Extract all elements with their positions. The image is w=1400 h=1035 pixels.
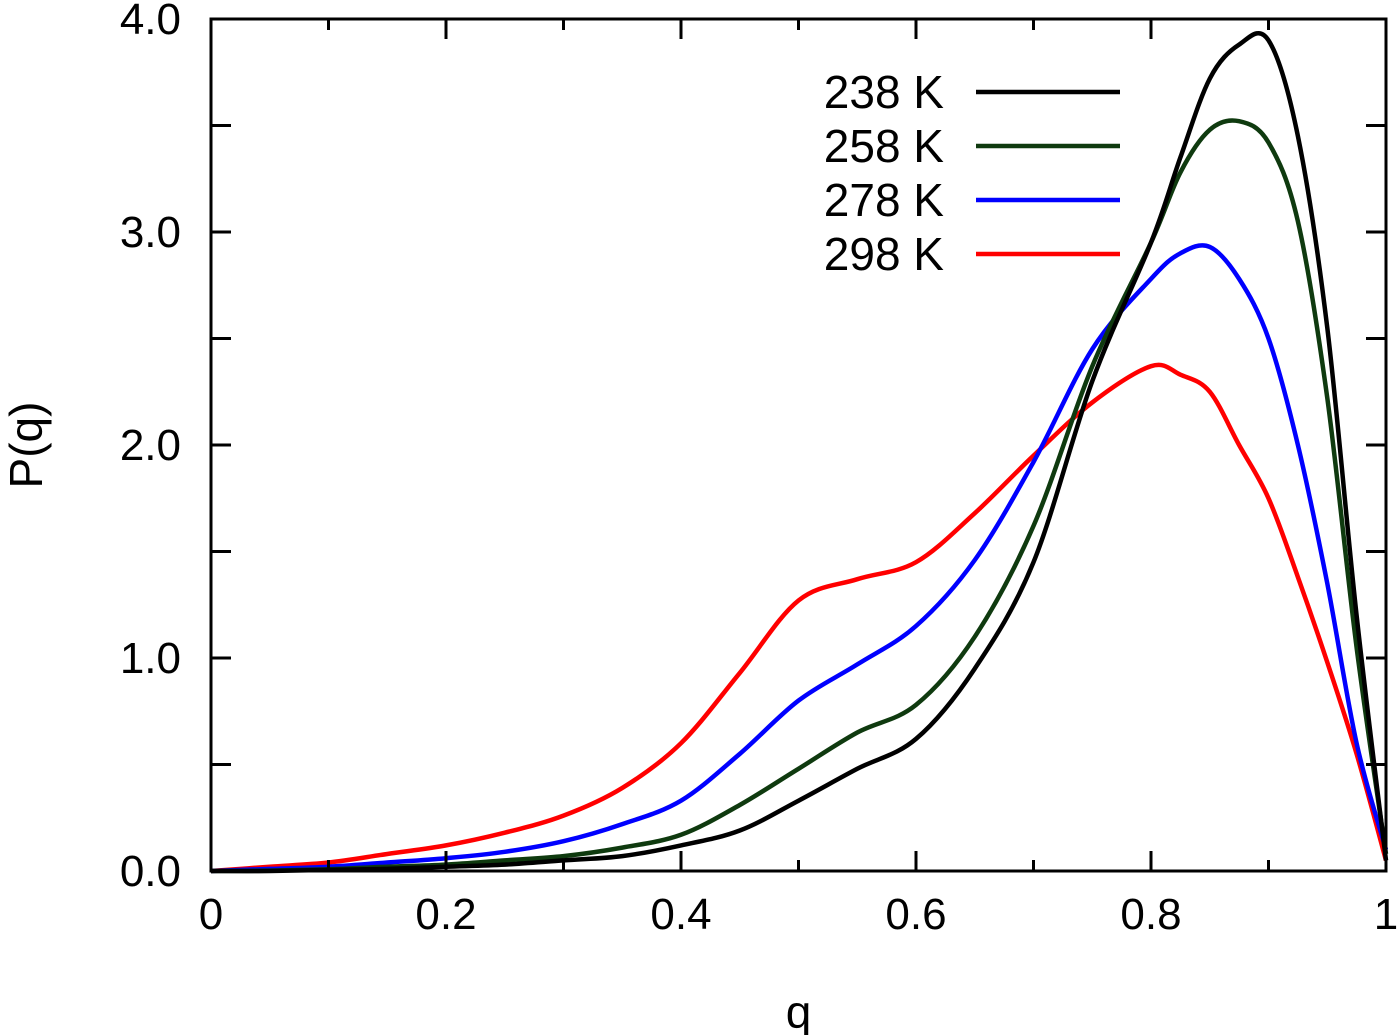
x-tick-label: 0.6 [885, 890, 946, 939]
series-line-238-k [210, 31, 1389, 874]
y-tick-label: 3.0 [120, 208, 181, 257]
series-line-298-k [210, 362, 1389, 874]
y-tick-label: 1.0 [120, 634, 181, 683]
x-tick-label: 1 [1374, 890, 1398, 939]
y-tick-label: 2.0 [120, 421, 181, 470]
x-tick-label: 0 [199, 890, 223, 939]
legend-label: 238 K [824, 66, 945, 118]
series-line-278-k [210, 243, 1389, 874]
x-tick-label: 0.8 [1120, 890, 1181, 939]
y-tick-label: 4.0 [120, 0, 181, 44]
x-axis-label: q [786, 986, 812, 1035]
ticks-layer [209, 17, 1388, 873]
y-tick-label: 0.0 [120, 847, 181, 896]
series-line-258-k [210, 118, 1389, 874]
x-tick-label: 0.4 [650, 890, 711, 939]
series-layer [210, 31, 1389, 874]
tick-labels-layer: 0 0.2 0.4 0.6 0.8 1 0.0 1.0 2.0 3.0 4.0 [120, 0, 1398, 939]
x-tick-label: 0.2 [415, 890, 476, 939]
plot-frame [209, 17, 1388, 873]
legend-label: 258 K [824, 120, 945, 172]
legend-label: 298 K [824, 228, 945, 280]
legend-label: 278 K [824, 174, 945, 226]
y-axis-label: P(q) [0, 402, 52, 489]
